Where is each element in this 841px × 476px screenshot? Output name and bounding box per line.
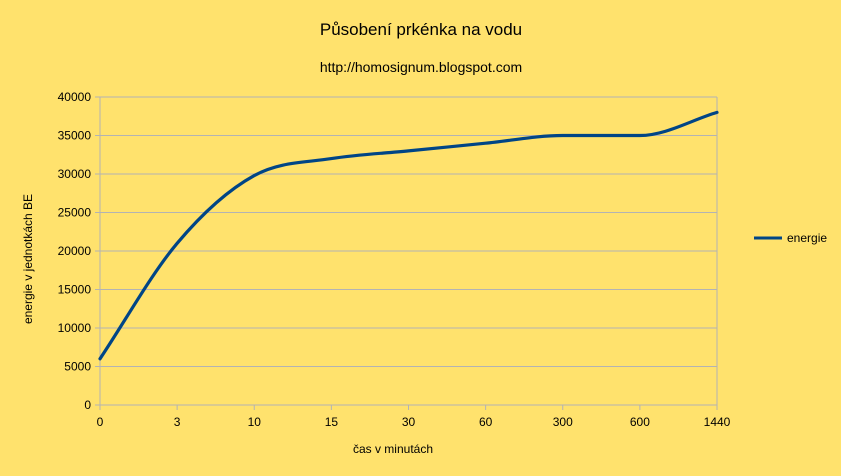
y-tick-label: 30000 bbox=[58, 167, 92, 181]
x-axis-label: čas v minutách bbox=[353, 442, 433, 456]
y-axis-label: energie v jednotkách BE bbox=[21, 194, 35, 324]
chart-title: Působení prkénka na vodu bbox=[320, 20, 522, 39]
x-tick-label: 15 bbox=[325, 415, 339, 429]
axes bbox=[95, 96, 718, 410]
x-tick-label: 3 bbox=[174, 415, 181, 429]
y-tick-label: 35000 bbox=[58, 129, 92, 143]
x-tick-label: 30 bbox=[402, 415, 416, 429]
series-layer bbox=[98, 110, 719, 361]
y-tick-label: 40000 bbox=[58, 90, 92, 104]
y-tick-labels: 0 5000 10000 15000 20000 25000 30000 35000 40000 bbox=[58, 90, 92, 412]
x-tick-label: 60 bbox=[479, 415, 493, 429]
y-tick-label: 10000 bbox=[58, 321, 92, 335]
gridlines bbox=[100, 96, 717, 367]
y-tick-label: 15000 bbox=[58, 283, 92, 297]
x-tick-label: 600 bbox=[630, 415, 650, 429]
y-tick-label: 20000 bbox=[58, 244, 92, 258]
series-line-energie bbox=[98, 110, 719, 361]
y-tick-label: 5000 bbox=[64, 360, 91, 374]
x-tick-label: 1440 bbox=[704, 415, 731, 429]
legend: energie bbox=[754, 231, 827, 245]
x-tick-label: 10 bbox=[248, 415, 262, 429]
x-tick-label: 300 bbox=[553, 415, 573, 429]
legend-label-energie: energie bbox=[787, 231, 827, 245]
x-tick-label: 0 bbox=[97, 415, 104, 429]
y-tick-label: 0 bbox=[84, 398, 91, 412]
y-tick-label: 25000 bbox=[58, 206, 92, 220]
chart-subtitle: http://homosignum.blogspot.com bbox=[320, 59, 522, 75]
x-tick-labels: 0 3 10 15 30 60 300 600 1440 bbox=[97, 415, 731, 429]
